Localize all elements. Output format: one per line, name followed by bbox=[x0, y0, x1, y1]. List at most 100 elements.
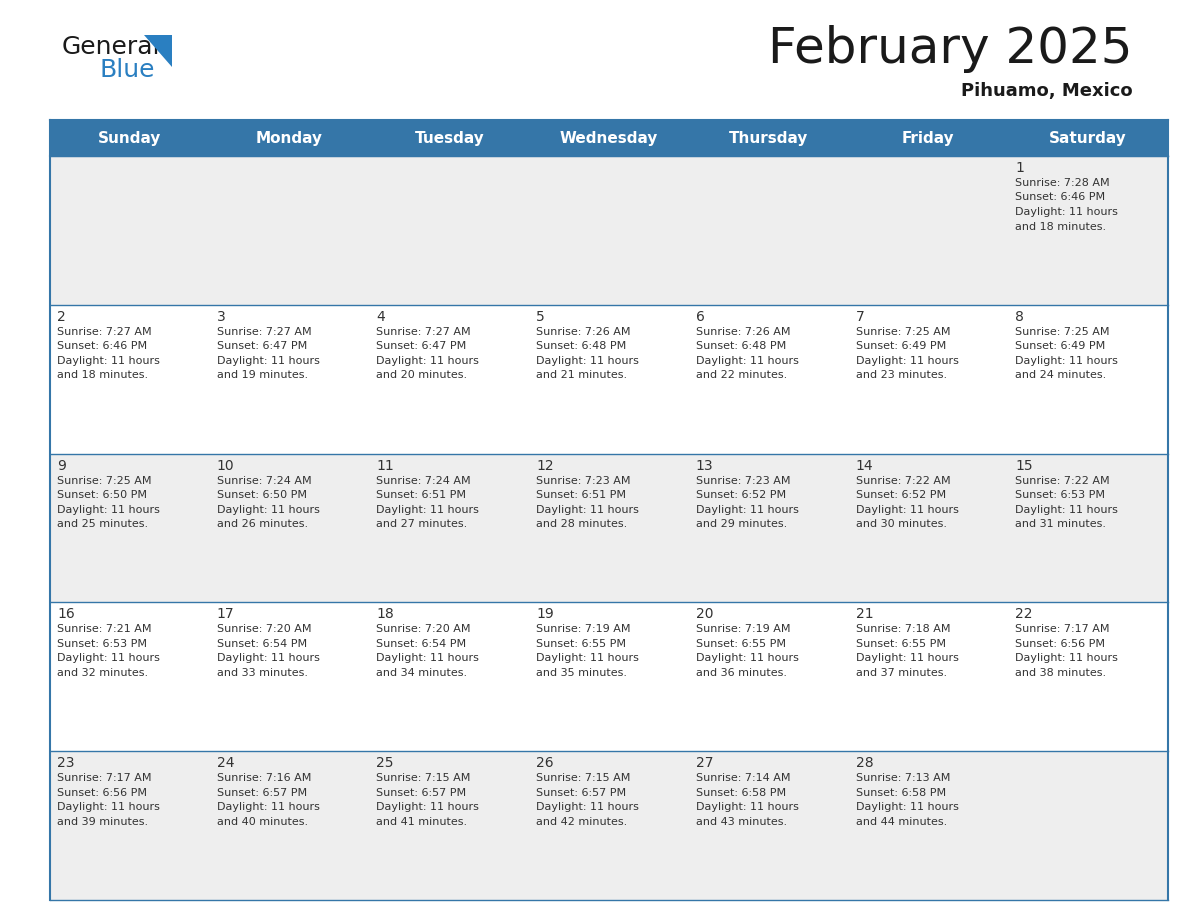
Text: 27: 27 bbox=[696, 756, 713, 770]
Text: and 35 minutes.: and 35 minutes. bbox=[536, 668, 627, 677]
Text: General: General bbox=[62, 35, 160, 59]
Text: Sunrise: 7:13 AM: Sunrise: 7:13 AM bbox=[855, 773, 950, 783]
Text: and 38 minutes.: and 38 minutes. bbox=[1016, 668, 1106, 677]
Text: Sunset: 6:47 PM: Sunset: 6:47 PM bbox=[216, 341, 307, 352]
Text: 28: 28 bbox=[855, 756, 873, 770]
Text: and 26 minutes.: and 26 minutes. bbox=[216, 519, 308, 529]
Text: Sunday: Sunday bbox=[99, 130, 162, 145]
Text: Sunset: 6:55 PM: Sunset: 6:55 PM bbox=[536, 639, 626, 649]
Text: and 23 minutes.: and 23 minutes. bbox=[855, 370, 947, 380]
Text: Sunrise: 7:25 AM: Sunrise: 7:25 AM bbox=[855, 327, 950, 337]
Text: 12: 12 bbox=[536, 459, 554, 473]
Text: Daylight: 11 hours: Daylight: 11 hours bbox=[536, 356, 639, 365]
Text: Daylight: 11 hours: Daylight: 11 hours bbox=[1016, 356, 1118, 365]
Bar bbox=[210, 305, 369, 453]
Text: Daylight: 11 hours: Daylight: 11 hours bbox=[57, 505, 160, 515]
Text: Daylight: 11 hours: Daylight: 11 hours bbox=[696, 356, 798, 365]
Text: Sunrise: 7:17 AM: Sunrise: 7:17 AM bbox=[57, 773, 152, 783]
Bar bbox=[848, 751, 1009, 900]
Text: 23: 23 bbox=[57, 756, 75, 770]
Text: Daylight: 11 hours: Daylight: 11 hours bbox=[536, 654, 639, 664]
Bar bbox=[689, 305, 848, 453]
Text: 11: 11 bbox=[377, 459, 394, 473]
Bar bbox=[1009, 156, 1168, 305]
Text: Sunset: 6:46 PM: Sunset: 6:46 PM bbox=[1016, 193, 1105, 203]
Bar bbox=[210, 751, 369, 900]
Text: Sunrise: 7:17 AM: Sunrise: 7:17 AM bbox=[1016, 624, 1110, 634]
Text: Sunrise: 7:28 AM: Sunrise: 7:28 AM bbox=[1016, 178, 1110, 188]
Text: Daylight: 11 hours: Daylight: 11 hours bbox=[216, 356, 320, 365]
Text: Daylight: 11 hours: Daylight: 11 hours bbox=[855, 802, 959, 812]
Text: Daylight: 11 hours: Daylight: 11 hours bbox=[696, 802, 798, 812]
Bar bbox=[529, 602, 689, 751]
Text: Saturday: Saturday bbox=[1049, 130, 1127, 145]
Bar bbox=[529, 305, 689, 453]
Bar bbox=[1009, 453, 1168, 602]
Bar bbox=[210, 602, 369, 751]
Text: Sunrise: 7:27 AM: Sunrise: 7:27 AM bbox=[216, 327, 311, 337]
Text: 13: 13 bbox=[696, 459, 714, 473]
Bar bbox=[50, 602, 210, 751]
Text: Sunset: 6:55 PM: Sunset: 6:55 PM bbox=[855, 639, 946, 649]
Text: and 22 minutes.: and 22 minutes. bbox=[696, 370, 788, 380]
Bar bbox=[210, 120, 369, 156]
Text: Daylight: 11 hours: Daylight: 11 hours bbox=[377, 802, 479, 812]
Text: Daylight: 11 hours: Daylight: 11 hours bbox=[216, 654, 320, 664]
Text: Daylight: 11 hours: Daylight: 11 hours bbox=[855, 505, 959, 515]
Text: Sunrise: 7:22 AM: Sunrise: 7:22 AM bbox=[1016, 476, 1110, 486]
Text: Sunrise: 7:24 AM: Sunrise: 7:24 AM bbox=[377, 476, 472, 486]
Text: 10: 10 bbox=[216, 459, 234, 473]
Text: and 44 minutes.: and 44 minutes. bbox=[855, 817, 947, 827]
Text: Sunrise: 7:22 AM: Sunrise: 7:22 AM bbox=[855, 476, 950, 486]
Text: Sunrise: 7:20 AM: Sunrise: 7:20 AM bbox=[216, 624, 311, 634]
Bar bbox=[50, 453, 210, 602]
Text: Sunset: 6:56 PM: Sunset: 6:56 PM bbox=[1016, 639, 1105, 649]
Text: 26: 26 bbox=[536, 756, 554, 770]
Text: Thursday: Thursday bbox=[729, 130, 808, 145]
Bar bbox=[210, 156, 369, 305]
Bar bbox=[689, 602, 848, 751]
Bar bbox=[848, 305, 1009, 453]
Text: and 43 minutes.: and 43 minutes. bbox=[696, 817, 786, 827]
Text: 6: 6 bbox=[696, 309, 704, 324]
Text: 15: 15 bbox=[1016, 459, 1032, 473]
Bar bbox=[689, 120, 848, 156]
Text: 21: 21 bbox=[855, 608, 873, 621]
Text: and 28 minutes.: and 28 minutes. bbox=[536, 519, 627, 529]
Text: 17: 17 bbox=[216, 608, 234, 621]
Text: and 37 minutes.: and 37 minutes. bbox=[855, 668, 947, 677]
Text: Daylight: 11 hours: Daylight: 11 hours bbox=[57, 356, 160, 365]
Text: 14: 14 bbox=[855, 459, 873, 473]
Text: Daylight: 11 hours: Daylight: 11 hours bbox=[1016, 207, 1118, 217]
Text: 16: 16 bbox=[57, 608, 75, 621]
Text: 7: 7 bbox=[855, 309, 865, 324]
Text: Tuesday: Tuesday bbox=[415, 130, 485, 145]
Bar bbox=[1009, 751, 1168, 900]
Bar bbox=[1009, 602, 1168, 751]
Text: Daylight: 11 hours: Daylight: 11 hours bbox=[57, 654, 160, 664]
Text: 25: 25 bbox=[377, 756, 394, 770]
Text: Sunset: 6:57 PM: Sunset: 6:57 PM bbox=[216, 788, 307, 798]
Text: Sunrise: 7:26 AM: Sunrise: 7:26 AM bbox=[536, 327, 631, 337]
Text: Sunrise: 7:15 AM: Sunrise: 7:15 AM bbox=[377, 773, 470, 783]
Text: 5: 5 bbox=[536, 309, 545, 324]
Text: and 19 minutes.: and 19 minutes. bbox=[216, 370, 308, 380]
Bar bbox=[848, 602, 1009, 751]
Text: 19: 19 bbox=[536, 608, 554, 621]
Text: Sunrise: 7:23 AM: Sunrise: 7:23 AM bbox=[536, 476, 631, 486]
Text: and 24 minutes.: and 24 minutes. bbox=[1016, 370, 1106, 380]
Text: Sunrise: 7:23 AM: Sunrise: 7:23 AM bbox=[696, 476, 790, 486]
Text: Daylight: 11 hours: Daylight: 11 hours bbox=[855, 356, 959, 365]
Text: Sunset: 6:54 PM: Sunset: 6:54 PM bbox=[377, 639, 467, 649]
Text: Sunrise: 7:21 AM: Sunrise: 7:21 AM bbox=[57, 624, 152, 634]
Text: and 18 minutes.: and 18 minutes. bbox=[1016, 221, 1106, 231]
Text: and 41 minutes.: and 41 minutes. bbox=[377, 817, 468, 827]
Text: Sunset: 6:47 PM: Sunset: 6:47 PM bbox=[377, 341, 467, 352]
Text: Sunrise: 7:25 AM: Sunrise: 7:25 AM bbox=[1016, 327, 1110, 337]
Text: Sunset: 6:50 PM: Sunset: 6:50 PM bbox=[57, 490, 147, 500]
Text: 18: 18 bbox=[377, 608, 394, 621]
Text: and 39 minutes.: and 39 minutes. bbox=[57, 817, 148, 827]
Text: Sunrise: 7:25 AM: Sunrise: 7:25 AM bbox=[57, 476, 152, 486]
Text: Sunset: 6:57 PM: Sunset: 6:57 PM bbox=[377, 788, 467, 798]
Bar bbox=[369, 305, 529, 453]
